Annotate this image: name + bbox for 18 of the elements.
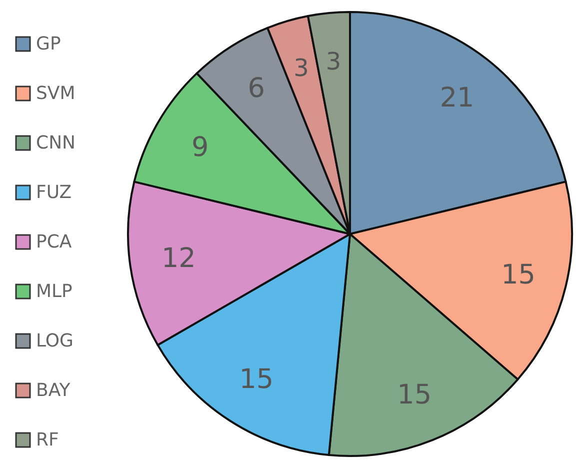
data-label: 15 — [501, 259, 536, 290]
data-label: 15 — [239, 364, 274, 396]
legend-label: PCA — [36, 232, 72, 252]
data-label: 12 — [161, 243, 196, 274]
legend-label: MLP — [36, 281, 73, 302]
data-label: 15 — [397, 379, 432, 410]
legend-label: SVM — [36, 83, 76, 104]
legend-label: RF — [36, 430, 59, 450]
legend-label: BAY — [36, 380, 72, 401]
legend-label: CNN — [36, 132, 76, 154]
data-label: 9 — [191, 132, 209, 163]
data-label: 6 — [248, 72, 265, 104]
data-label: 21 — [440, 82, 474, 114]
data-label: 3 — [294, 54, 309, 82]
legend-label: FUZ — [36, 182, 72, 203]
legend-label: GP — [36, 34, 61, 54]
legend-label: LOG — [36, 330, 74, 352]
data-label: 3 — [326, 48, 342, 76]
